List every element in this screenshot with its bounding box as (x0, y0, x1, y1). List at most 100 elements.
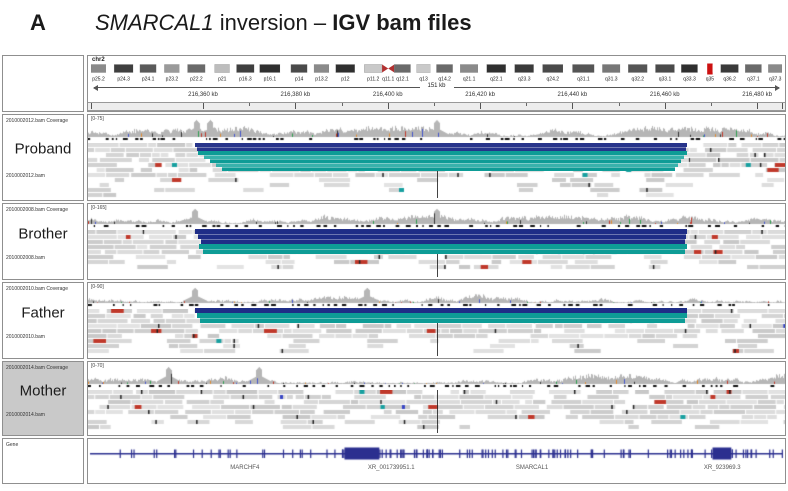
track-row-brother: 2010002008.bam Coverage Brother 20100020… (2, 203, 786, 280)
cytoband (681, 64, 698, 73)
gene-name-panel[interactable]: Gene (2, 438, 84, 484)
ruler-tick-label: 216,420 kb (465, 92, 495, 98)
ideogram-svg: p25.2 p24.3 p24.1 p23.2 p22.2 p21 p16.3 p16.1 p1… (90, 63, 783, 83)
ruler-edge-tick (782, 103, 784, 109)
cytoband-label: q35 (706, 77, 715, 83)
cytoband-label: q33.1 (659, 77, 672, 83)
cytoband (761, 64, 769, 73)
cytoband (290, 64, 308, 73)
coverage-track-name: 2010002010.bam Coverage (6, 286, 68, 292)
cytoband (259, 64, 281, 73)
cytoband (460, 64, 479, 73)
ruler-minor-tick (526, 103, 528, 106)
cytoband (354, 64, 365, 73)
cytoband-label: q24.2 (547, 77, 560, 83)
cytoband-label: p24.1 (142, 77, 155, 83)
header-row: chr2 p25.2 p24.3 p24.1 p23.2 p22.2 p21 p16.3 p1… (2, 55, 786, 112)
centromere-marker (382, 64, 389, 73)
gene-data-panel: MARCHF4 XR_001739951.1 SMARCAL1 XR_923969.3 (87, 438, 786, 484)
title-suffix: IGV bam files (332, 10, 472, 35)
cytoband (486, 64, 507, 73)
cytoband (280, 64, 291, 73)
ruler-tick (757, 103, 759, 109)
cytoband (90, 64, 107, 73)
centromere-marker (388, 64, 395, 73)
cytoband-label: p24.3 (117, 77, 130, 83)
cytoband (416, 64, 431, 73)
figure-title: A SMARCAL1 inversion – IGV bam files (0, 8, 788, 48)
coverage-track[interactable] (88, 117, 785, 141)
track-name-panel-mother[interactable]: 2010002014.bam Coverage Mother 201000201… (2, 361, 84, 436)
track-data-panel-proband: [0-75] (87, 114, 786, 201)
cytoband (179, 64, 188, 73)
chromosome-ideogram[interactable]: p25.2 p24.3 p24.1 p23.2 p22.2 p21 p16.3 p16.1 p1… (90, 63, 783, 83)
track-row-proband: 2010002012.bam Coverage Proband 20100020… (2, 114, 786, 201)
cytoband-label: q13 (419, 77, 428, 83)
cytoband (254, 64, 260, 73)
cytoband-label: p25.2 (92, 77, 105, 83)
gene-track[interactable] (88, 442, 785, 464)
cytoband (113, 64, 134, 73)
ruler-minor-tick (249, 103, 251, 106)
cytoband (720, 64, 739, 73)
cytoband (214, 64, 230, 73)
view-locus-marker (707, 63, 713, 75)
track-data-panel-mother: [0-70] (87, 361, 786, 436)
ruler-tick-label: 216,360 kb (188, 92, 218, 98)
coverage-track[interactable] (88, 285, 785, 307)
coverage-track-name: 2010002012.bam Coverage (6, 118, 68, 124)
cytoband (505, 64, 515, 73)
ruler-tick-label: 216,380 kb (280, 92, 311, 98)
cytoband-label: p11.2 (367, 77, 379, 83)
track-row-mother: 2010002014.bam Coverage Mother 201000201… (2, 361, 786, 436)
cytoband (572, 64, 595, 73)
gene-track-label: Gene (6, 442, 19, 448)
cytoband (620, 64, 629, 73)
cytoband (410, 64, 417, 73)
cytoband-label: q37.1 (747, 77, 760, 83)
ruler-edge-tick (90, 103, 92, 109)
cytoband (364, 64, 383, 73)
cytoband (655, 64, 675, 73)
cytoband (674, 64, 682, 73)
ruler-tick (295, 103, 297, 109)
cytoband (768, 64, 783, 73)
gene-row: Gene MARCHF4 XR_001739951.1 SMARCAL1 XR_923… (2, 438, 786, 484)
gene-label-xr-001739951-1: XR_001739951.1 (367, 465, 415, 471)
cytoband-label: q33.3 (683, 77, 696, 83)
cytoband (307, 64, 315, 73)
cytoband (236, 64, 255, 73)
cytoband-label: p23.2 (166, 77, 179, 83)
cytoband (430, 64, 437, 73)
cytoband (712, 64, 721, 73)
ruler-tick (203, 103, 204, 109)
sample-label: Proband (14, 140, 72, 158)
track-name-panel-proband[interactable]: 2010002012.bam Coverage Proband 20100020… (2, 114, 84, 201)
cytoband-label: q21.1 (463, 77, 476, 83)
track-row-father: 2010002010.bam Coverage Father 201000201… (2, 282, 786, 359)
coverage-track[interactable] (88, 206, 785, 228)
coverage-range-label: [0-165] (91, 205, 107, 211)
coverage-track[interactable] (88, 364, 785, 388)
ruler-tick (664, 103, 666, 109)
gene-name-italic: SMARCAL1 (95, 10, 214, 35)
track-name-panel-father[interactable]: 2010002010.bam Coverage Father 201000201… (2, 282, 84, 359)
cytoband-label: q36.2 (723, 77, 736, 83)
bam-track-name: 2010002010.bam (6, 334, 45, 340)
cytoband (745, 64, 762, 73)
cytoband (452, 64, 461, 73)
ruler-tick (572, 103, 574, 109)
track-name-panel-brother[interactable]: 2010002008.bam Coverage Brother 20100020… (2, 203, 84, 280)
coverage-range-label: [0-75] (91, 116, 104, 122)
ruler-minor-tick (710, 103, 712, 106)
gene-label-marchf4: MARCHF4 (230, 465, 260, 471)
gene-label-smarcal1: SMARCAL1 (515, 465, 549, 471)
ruler-tick (387, 103, 389, 109)
center-line (436, 143, 438, 198)
track-data-panel-brother: [0-165] (87, 203, 786, 280)
cytoband (563, 64, 573, 73)
cytoband (594, 64, 603, 73)
cytoband-label: q37.3 (769, 77, 782, 83)
ruler-span-label: 151 kb (419, 83, 454, 89)
cytoband (394, 64, 411, 73)
